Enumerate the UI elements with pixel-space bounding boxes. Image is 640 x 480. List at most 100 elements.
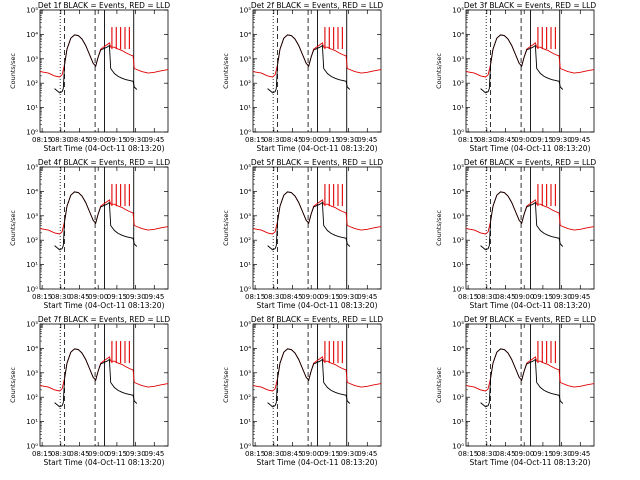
x-tick-label: 08:15: [458, 293, 478, 301]
x-tick-label: 09:00: [514, 136, 534, 144]
x-tick-label: 09:45: [357, 450, 377, 458]
y-tick-label: 10⁰: [452, 129, 464, 137]
x-tick-label: 09:30: [126, 450, 146, 458]
y-tick-label: 10⁴: [26, 31, 38, 39]
x-axis-label: Start Time (04-Oct-11 08:13:20): [256, 458, 377, 467]
x-tick-label: 08:30: [264, 136, 284, 144]
series-events-line: [267, 34, 351, 94]
x-tick-label: 09:00: [88, 450, 108, 458]
x-tick-label: 09:45: [357, 293, 377, 301]
x-axis-label: Start Time (04-Oct-11 08:13:20): [43, 301, 164, 310]
x-tick-label: 08:30: [477, 136, 497, 144]
series-events-line: [267, 191, 351, 251]
x-tick-label: 08:30: [51, 136, 71, 144]
y-tick-label: 10⁵: [26, 7, 38, 15]
panel-4: 10⁰10¹10²10³10⁴10⁵08:1508:3008:4509:0009…: [9, 158, 170, 310]
x-tick-label: 08:45: [69, 450, 89, 458]
x-tick-label: 09:00: [514, 450, 534, 458]
panel-7: 10⁰10¹10²10³10⁴10⁵08:1508:3008:4509:0009…: [9, 315, 170, 467]
x-tick-label: 08:30: [51, 450, 71, 458]
y-tick-label: 10⁴: [452, 31, 464, 39]
y-axis-label: Counts/sec: [9, 367, 17, 403]
y-tick-label: 10⁴: [239, 188, 251, 196]
panel-9: 10⁰10¹10²10³10⁴10⁵08:1508:3008:4509:0009…: [435, 315, 596, 467]
x-tick-label: 09:45: [144, 293, 164, 301]
x-tick-label: 09:45: [570, 136, 590, 144]
y-axis-label: Counts/sec: [435, 53, 443, 89]
x-axis-label: Start Time (04-Oct-11 08:13:20): [43, 458, 164, 467]
x-tick-label: 09:00: [301, 293, 321, 301]
series-events-line: [480, 348, 564, 408]
y-tick-label: 10⁵: [452, 7, 464, 15]
y-axis-label: Counts/sec: [222, 210, 230, 246]
x-tick-label: 08:30: [264, 450, 284, 458]
panel-1: 10⁰10¹10²10³10⁴10⁵08:1508:3008:4509:0009…: [9, 1, 170, 153]
x-tick-label: 09:00: [301, 450, 321, 458]
y-axis-label: Counts/sec: [9, 53, 17, 89]
y-tick-label: 10⁵: [239, 7, 251, 15]
y-tick-label: 10¹: [239, 104, 251, 112]
x-tick-label: 08:45: [495, 293, 515, 301]
y-tick-label: 10⁵: [26, 321, 38, 329]
y-tick-label: 10³: [26, 212, 38, 220]
y-tick-label: 10³: [452, 55, 464, 63]
x-tick-label: 08:45: [282, 136, 302, 144]
y-tick-label: 10³: [26, 55, 38, 63]
y-tick-label: 10⁰: [452, 286, 464, 294]
x-tick-label: 09:15: [107, 450, 127, 458]
y-tick-label: 10⁴: [239, 31, 251, 39]
y-tick-label: 10⁰: [239, 443, 251, 451]
series-events-line: [54, 34, 138, 94]
x-tick-label: 09:30: [339, 293, 359, 301]
y-tick-label: 10²: [239, 237, 251, 245]
x-axis-label: Start Time (04-Oct-11 08:13:20): [256, 301, 377, 310]
y-tick-label: 10⁰: [452, 443, 464, 451]
x-tick-label: 08:30: [477, 293, 497, 301]
y-tick-label: 10⁰: [26, 443, 38, 451]
x-tick-label: 08:45: [282, 293, 302, 301]
x-tick-label: 08:15: [245, 136, 265, 144]
y-tick-label: 10²: [239, 394, 251, 402]
panel-title: Det 7f BLACK = Events, RED = LLD: [38, 315, 171, 324]
x-tick-label: 08:15: [245, 450, 265, 458]
x-tick-label: 08:45: [69, 136, 89, 144]
x-tick-label: 09:15: [533, 450, 553, 458]
panel-title: Det 5f BLACK = Events, RED = LLD: [251, 158, 384, 167]
y-tick-label: 10²: [452, 394, 464, 402]
panel-title: Det 3f BLACK = Events, RED = LLD: [464, 1, 597, 10]
x-tick-label: 09:15: [107, 136, 127, 144]
series-events-line: [54, 348, 138, 408]
y-axis-label: Counts/sec: [222, 53, 230, 89]
x-tick-label: 08:15: [458, 450, 478, 458]
panel-6: 10⁰10¹10²10³10⁴10⁵08:1508:3008:4509:0009…: [435, 158, 596, 310]
y-tick-label: 10³: [452, 369, 464, 377]
y-tick-label: 10⁵: [452, 321, 464, 329]
x-axis-label: Start Time (04-Oct-11 08:13:20): [43, 144, 164, 153]
x-tick-label: 09:15: [533, 293, 553, 301]
x-tick-label: 09:00: [514, 293, 534, 301]
y-tick-label: 10⁵: [26, 164, 38, 172]
x-tick-label: 09:45: [570, 450, 590, 458]
y-tick-label: 10¹: [452, 104, 464, 112]
x-tick-label: 09:15: [320, 450, 340, 458]
y-tick-label: 10¹: [452, 261, 464, 269]
panel-5: 10⁰10¹10²10³10⁴10⁵08:1508:3008:4509:0009…: [222, 158, 383, 310]
x-tick-label: 08:30: [477, 450, 497, 458]
x-tick-label: 09:00: [88, 293, 108, 301]
y-axis-label: Counts/sec: [435, 210, 443, 246]
x-tick-label: 09:30: [339, 136, 359, 144]
series-events-line: [480, 191, 564, 251]
y-tick-label: 10²: [452, 80, 464, 88]
x-tick-label: 09:15: [107, 293, 127, 301]
y-tick-label: 10¹: [239, 261, 251, 269]
x-tick-label: 08:15: [458, 136, 478, 144]
y-tick-label: 10⁰: [26, 286, 38, 294]
x-tick-label: 09:30: [552, 293, 572, 301]
y-tick-label: 10²: [26, 80, 38, 88]
y-tick-label: 10³: [239, 212, 251, 220]
y-tick-label: 10²: [26, 237, 38, 245]
y-tick-label: 10⁴: [26, 345, 38, 353]
y-axis-label: Counts/sec: [222, 367, 230, 403]
panel-title: Det 2f BLACK = Events, RED = LLD: [251, 1, 384, 10]
panel-8: 10⁰10¹10²10³10⁴10⁵08:1508:3008:4509:0009…: [222, 315, 383, 467]
